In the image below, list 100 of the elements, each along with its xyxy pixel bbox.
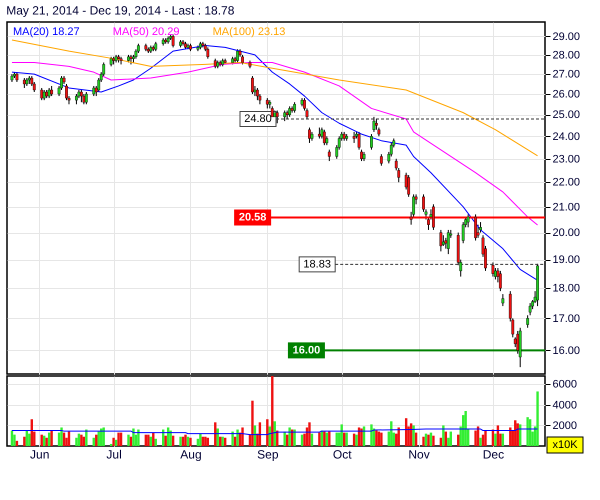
x-tick-label: Sep (257, 448, 279, 462)
candlestick (293, 102, 296, 114)
bar (492, 430, 494, 446)
bar (519, 424, 522, 446)
bar (266, 419, 269, 446)
candlestick (276, 110, 279, 124)
bar (150, 436, 152, 446)
bar (117, 432, 120, 446)
candlestick (362, 151, 366, 162)
text: MA(50) 20.29 (112, 26, 180, 38)
bar (147, 434, 150, 446)
candlestick (501, 294, 504, 307)
bar (290, 430, 294, 446)
candlestick (40, 87, 44, 101)
candlestick (358, 131, 360, 150)
bar (514, 420, 516, 446)
candlestick (50, 85, 54, 97)
candlestick (22, 78, 26, 88)
bar (342, 432, 346, 446)
x-tick-label: Aug (180, 448, 202, 462)
bar (204, 436, 207, 446)
x-tick-label: Oct (332, 448, 352, 462)
bar (30, 419, 33, 446)
candlestick (75, 94, 78, 105)
bar (202, 436, 204, 446)
ref-line-label: 18.83 (303, 258, 331, 270)
y-tick-label: 17.00 (552, 312, 580, 325)
candlestick (130, 54, 132, 65)
bar (476, 426, 480, 446)
bar (236, 430, 239, 446)
y-tick-label: 28.00 (552, 49, 580, 62)
x-tick-label: Nov (408, 448, 430, 462)
bar (112, 438, 115, 446)
candlestick (82, 94, 86, 105)
y-tick-label: 20.00 (552, 227, 580, 240)
bar (355, 434, 358, 446)
bar (432, 436, 435, 446)
bar (258, 422, 262, 446)
bar (166, 427, 170, 446)
y-tick-label: 23.00 (552, 153, 580, 166)
bar (288, 427, 291, 446)
bar (234, 436, 236, 446)
bar (276, 430, 278, 446)
bar (293, 430, 296, 446)
bar (162, 430, 164, 446)
text: MA(100) 23.13 (212, 26, 286, 38)
bar (340, 424, 343, 446)
bar (102, 427, 105, 446)
y-tick-label: 25.00 (552, 109, 580, 122)
bar (516, 423, 519, 446)
candlestick (92, 85, 96, 97)
ref-line-label: 16.00 (292, 344, 320, 356)
y-tick-label: 24.00 (552, 130, 580, 143)
candlestick (407, 174, 410, 198)
y-tick-label: 18.00 (552, 282, 580, 295)
candlestick (84, 92, 88, 105)
bar (352, 434, 356, 446)
candlestick (370, 134, 373, 150)
bar (95, 434, 98, 446)
bar (114, 440, 118, 446)
bar (509, 427, 512, 446)
candlestick (80, 89, 83, 103)
bar (310, 434, 314, 446)
bar (358, 427, 360, 446)
bar (286, 434, 288, 446)
bar (328, 432, 331, 446)
bar (271, 376, 274, 446)
bar (221, 436, 224, 446)
bar (336, 432, 338, 446)
bar (457, 434, 460, 446)
candlestick (48, 87, 51, 99)
candlestick (172, 34, 175, 48)
bar (23, 436, 26, 446)
bar (526, 417, 529, 446)
x-tick-label: Jul (106, 448, 122, 462)
bar (502, 434, 504, 446)
candlestick (380, 154, 383, 166)
bar (528, 419, 532, 446)
bar (164, 436, 167, 446)
candlestick (432, 204, 435, 230)
bar (345, 432, 348, 446)
bar (224, 438, 226, 446)
bar (40, 434, 43, 446)
candlestick (110, 56, 113, 67)
y-tick-label: 22.00 (552, 176, 580, 189)
bar (474, 430, 477, 446)
chart-title: May 21, 2014 - Dec 19, 2014 - Last : 18.78 (6, 3, 235, 18)
bar (410, 423, 412, 446)
candlestick (352, 131, 356, 144)
bar (450, 432, 452, 446)
bar (412, 425, 415, 446)
y-tick-label: 29.00 (552, 30, 580, 43)
y-tick-label: 6000 (552, 378, 577, 391)
ref-line-label: 24.80 (244, 112, 272, 125)
bar (494, 434, 497, 446)
bar (254, 425, 256, 446)
bar (380, 432, 383, 446)
bar (100, 428, 102, 446)
bar (45, 438, 48, 446)
bar (42, 436, 46, 446)
